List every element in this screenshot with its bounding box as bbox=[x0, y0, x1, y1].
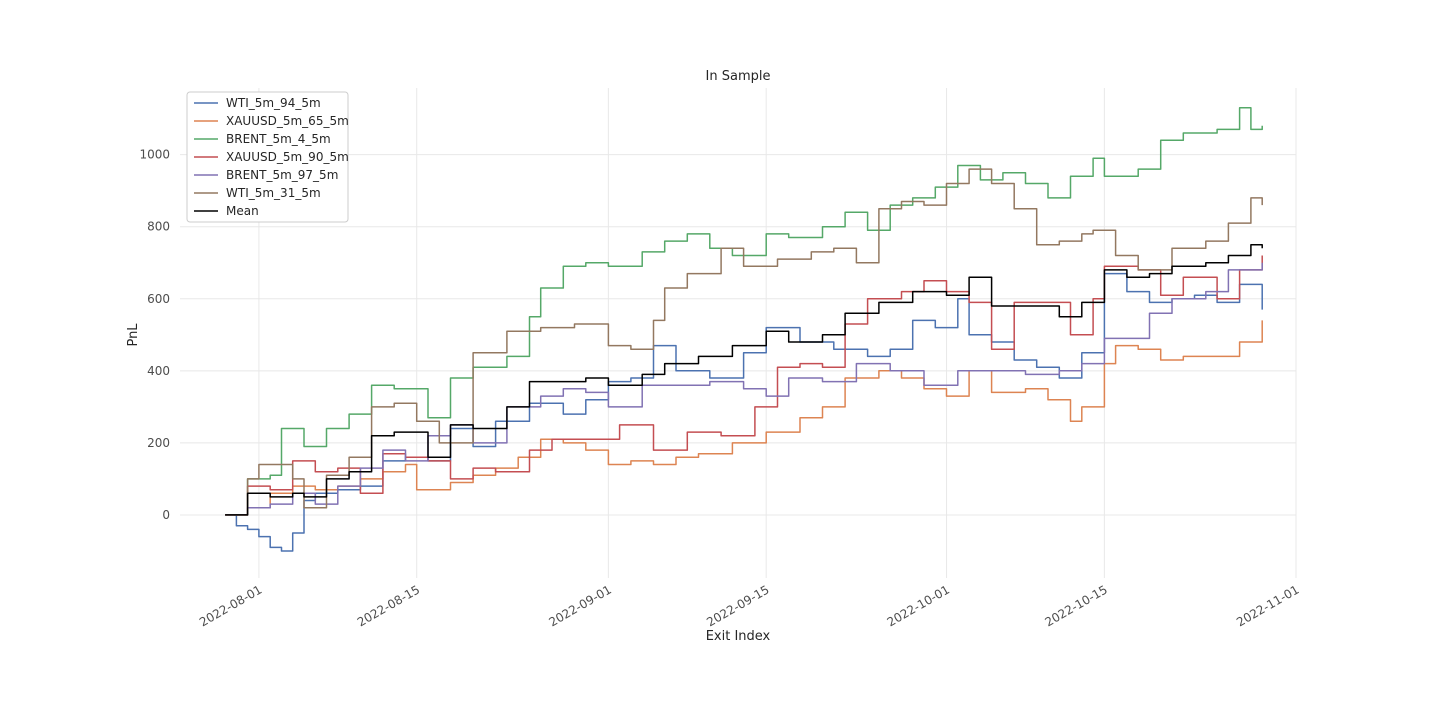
chart-title: In Sample bbox=[706, 69, 771, 84]
series-line-wti-5m-31-5m bbox=[225, 168, 1263, 516]
series-lines bbox=[225, 107, 1263, 552]
x-tick-label: 2022-10-15 bbox=[1042, 582, 1109, 629]
legend: WTI_5m_94_5m XAUUSD_5m_65_5m BRENT_5m_4_5m… bbox=[186, 91, 349, 223]
legend-label: WTI_5m_31_5m bbox=[226, 186, 321, 200]
legend-label: XAUUSD_5m_65_5m bbox=[226, 114, 349, 128]
legend-box bbox=[186, 91, 349, 223]
series-line-mean bbox=[225, 243, 1263, 516]
series-line-brent-5m-97-5m bbox=[225, 262, 1263, 516]
series-line-xauusd-5m-65-5m bbox=[225, 320, 1263, 516]
x-tick-label: 2022-09-01 bbox=[546, 582, 613, 629]
x-tick-label: 2022-11-01 bbox=[1234, 582, 1301, 629]
x-tick-label: 2022-10-01 bbox=[885, 582, 952, 629]
x-axis-ticks: 2022-08-01 2022-08-15 2022-09-01 2022-09-15… bbox=[197, 582, 1301, 629]
x-tick-label: 2022-09-15 bbox=[704, 582, 771, 629]
series-line-brent-5m-4-5m bbox=[225, 107, 1263, 516]
x-tick-label: 2022-08-01 bbox=[197, 582, 264, 629]
series-line-wti-5m-94-5m bbox=[225, 272, 1263, 552]
legend-label: WTI_5m_94_5m bbox=[226, 96, 321, 110]
x-axis-label: Exit Index bbox=[706, 629, 771, 644]
y-tick-label: 800 bbox=[147, 220, 170, 234]
y-axis-ticks: 0 200 400 600 800 1000 bbox=[139, 148, 170, 522]
y-tick-label: 1000 bbox=[139, 148, 170, 162]
x-tick-label: 2022-08-15 bbox=[355, 582, 422, 629]
legend-label: BRENT_5m_97_5m bbox=[226, 168, 338, 182]
legend-label: BRENT_5m_4_5m bbox=[226, 132, 331, 146]
y-tick-label: 0 bbox=[162, 508, 170, 522]
y-axis-label: PnL bbox=[126, 323, 141, 347]
series-line-xauusd-5m-90-5m bbox=[225, 255, 1263, 516]
y-tick-label: 400 bbox=[147, 364, 170, 378]
legend-label: Mean bbox=[226, 204, 259, 218]
y-tick-label: 200 bbox=[147, 436, 170, 450]
legend-label: XAUUSD_5m_90_5m bbox=[226, 150, 349, 164]
y-tick-label: 600 bbox=[147, 292, 170, 306]
